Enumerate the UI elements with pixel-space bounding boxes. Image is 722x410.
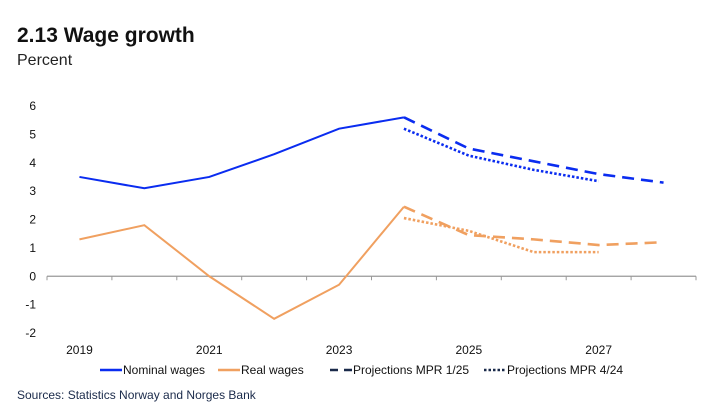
y-tick-label: 2 — [29, 213, 36, 227]
series-line-projections-mpr-4-24 — [403, 216, 599, 254]
series-line-projections-mpr-1-25 — [403, 116, 664, 184]
source-note: Sources: Statistics Norway and Norges Ba… — [17, 388, 256, 402]
x-tick-label: 2025 — [455, 343, 482, 357]
y-tick-label: -2 — [25, 326, 36, 340]
y-tick-label: 5 — [29, 127, 36, 141]
series-line-projections-mpr-1-25 — [403, 205, 664, 247]
y-tick-label: 6 — [29, 99, 36, 113]
chart-title: 2.13 Wage growth — [17, 24, 195, 47]
y-tick-label: 3 — [29, 184, 36, 198]
series-line-nominal-wages — [79, 116, 405, 190]
y-tick-label: 1 — [29, 241, 36, 255]
x-tick-label: 2023 — [326, 343, 353, 357]
chart-subtitle: Percent — [17, 52, 73, 69]
x-tick-label: 2019 — [66, 343, 93, 357]
x-tick-label: 2027 — [585, 343, 612, 357]
y-tick-label: -1 — [25, 298, 36, 312]
legend-label: Nominal wages — [123, 363, 205, 377]
legend-label: Projections MPR 4/24 — [507, 363, 623, 377]
legend-label: Projections MPR 1/25 — [353, 363, 469, 377]
y-tick-label: 0 — [29, 269, 36, 283]
series-line-real-wages — [79, 206, 405, 320]
legend-label: Real wages — [241, 363, 304, 377]
x-tick-label: 2021 — [196, 343, 223, 357]
y-tick-label: 4 — [29, 156, 36, 170]
